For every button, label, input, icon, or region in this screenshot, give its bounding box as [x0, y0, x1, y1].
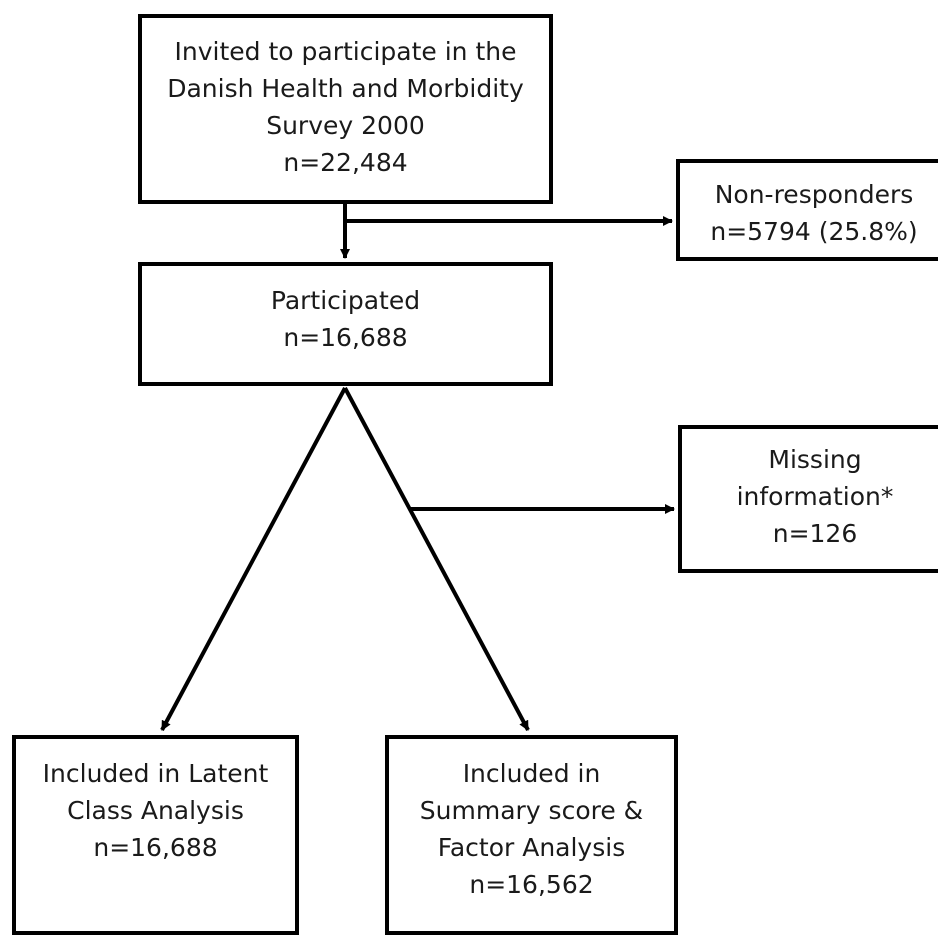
invited-line-1: Invited to participate in the	[174, 37, 517, 66]
non-responders-label: Non-responders	[714, 180, 914, 209]
participated-label: Participated	[270, 286, 421, 315]
invited-line-3: Survey 2000	[266, 111, 425, 140]
participated-count: n=16,688	[283, 323, 408, 352]
invited-box: Invited to participate in the Danish Hea…	[138, 14, 553, 204]
arrow-participated-to-summary	[343, 387, 530, 731]
summary-line-1: Included in	[462, 759, 601, 788]
participated-box: Participated n=16,688	[138, 262, 553, 386]
missing-line-1: Missing	[768, 445, 862, 474]
missing-line-2: information*	[736, 482, 894, 511]
latent-line-2: Class Analysis	[67, 796, 244, 825]
non-responders-box: Non-responders n=5794 (25.8%)	[676, 159, 938, 261]
arrow-participated-to-latent	[160, 387, 347, 731]
summary-line-2: Summary score &	[419, 796, 644, 825]
invited-line-2: Danish Health and Morbidity	[167, 74, 524, 103]
summary-line-3: Factor Analysis	[437, 833, 626, 862]
latent-class-box: Included in Latent Class Analysis n=16,6…	[12, 735, 299, 935]
summary-factor-box: Included in Summary score & Factor Analy…	[385, 735, 678, 935]
latent-line-1: Included in Latent	[42, 759, 269, 788]
invited-count: n=22,484	[283, 148, 408, 177]
missing-information-box: Missing information* n=126	[678, 425, 938, 573]
non-responders-count: n=5794 (25.8%)	[710, 217, 918, 246]
missing-count: n=126	[772, 519, 858, 548]
latent-count: n=16,688	[93, 833, 218, 862]
summary-count: n=16,562	[469, 870, 594, 899]
